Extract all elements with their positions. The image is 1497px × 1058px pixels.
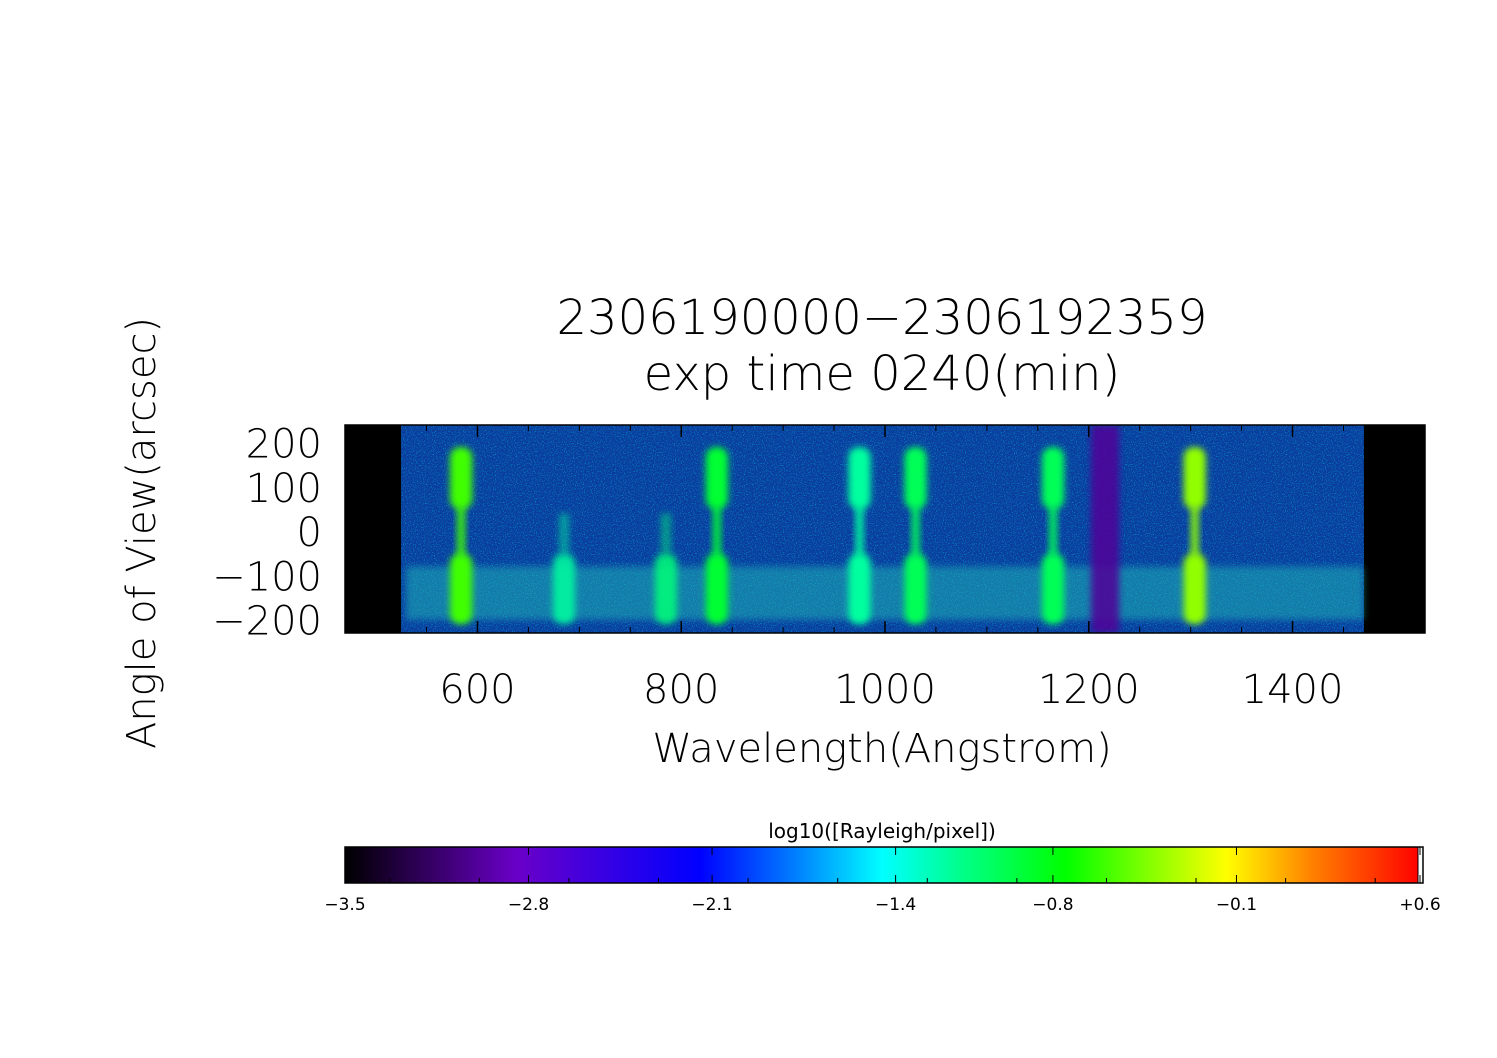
plot-area xyxy=(345,425,1425,633)
y-tick-label: −100 xyxy=(212,554,322,600)
emission-line-5 xyxy=(1183,447,1206,625)
chart-title-line-1: 2306190000−2306192359 xyxy=(557,290,1208,346)
emission-line-6 xyxy=(553,513,576,625)
emission-line-7 xyxy=(654,513,677,625)
emission-line-faint-upper xyxy=(660,513,671,554)
emission-line-neck xyxy=(1049,504,1058,558)
emission-line-neck xyxy=(457,504,466,558)
x-tick-label: 1200 xyxy=(1038,667,1140,713)
emission-lines-layer xyxy=(450,425,1206,633)
emission-line-upper-lobe xyxy=(848,447,871,510)
colorbar-tick-label: +0.6 xyxy=(1399,895,1440,915)
colorbar-tick-label: −2.1 xyxy=(691,895,732,915)
emission-line-lower-lobe xyxy=(1042,553,1065,625)
emission-line-faint-upper xyxy=(559,513,570,554)
x-tick-label: 1400 xyxy=(1242,667,1344,713)
emission-line-upper-lobe xyxy=(450,447,473,510)
colorbar-label: log10([Rayleigh/pixel]) xyxy=(768,819,996,843)
axis-ticks xyxy=(345,424,1425,633)
x-axis-label: Wavelength(Angstrom) xyxy=(652,726,1111,772)
y-tick-label: −200 xyxy=(212,599,322,645)
colorbar-ticks xyxy=(344,847,1421,883)
emission-line-lower-lobe xyxy=(553,553,576,625)
emission-line-upper-lobe xyxy=(1183,447,1206,510)
colorbar-tick-label: −0.8 xyxy=(1032,895,1073,915)
colorbar-frame xyxy=(344,846,1424,884)
chart-title-line-2: exp time 0240(min) xyxy=(644,346,1121,402)
emission-line-2 xyxy=(848,447,871,625)
emission-line-lower-lobe xyxy=(904,553,927,625)
lower-spatial-band xyxy=(406,566,1364,620)
emission-line-upper-lobe xyxy=(904,447,927,510)
emission-line-lower-lobe xyxy=(705,553,728,625)
emission-line-upper-lobe xyxy=(1042,447,1065,510)
x-tick-label: 600 xyxy=(439,667,515,713)
emission-line-lower-lobe xyxy=(450,553,473,625)
x-tick-label: 1000 xyxy=(834,667,936,713)
colorbar-tick-label: −1.4 xyxy=(875,895,916,915)
emission-line-neck xyxy=(855,504,864,558)
colorbar-tick-label: −2.8 xyxy=(508,895,549,915)
emission-line-upper-lobe xyxy=(705,447,728,510)
emission-line-neck xyxy=(712,504,721,558)
y-tick-label: 0 xyxy=(297,510,322,556)
colorbar-tick-label: −3.5 xyxy=(324,895,365,915)
y-tick-label: 100 xyxy=(246,466,322,512)
colorbar xyxy=(345,847,1420,883)
emission-line-neck xyxy=(1190,504,1199,558)
absorption-band-0 xyxy=(1091,425,1120,633)
emission-line-neck xyxy=(911,504,920,558)
emission-line-lower-lobe xyxy=(654,553,677,625)
x-tick-label: 800 xyxy=(643,667,719,713)
emission-line-4 xyxy=(1042,447,1065,625)
emission-line-3 xyxy=(904,447,927,625)
emission-line-lower-lobe xyxy=(1183,553,1206,625)
y-tick-label: 200 xyxy=(246,422,322,468)
emission-line-1 xyxy=(705,447,728,625)
colorbar-tick-label: −0.1 xyxy=(1216,895,1257,915)
y-axis-label: Angle of View(arcsec) xyxy=(119,317,165,749)
emission-line-lower-lobe xyxy=(848,553,871,625)
emission-line-0 xyxy=(450,447,473,625)
